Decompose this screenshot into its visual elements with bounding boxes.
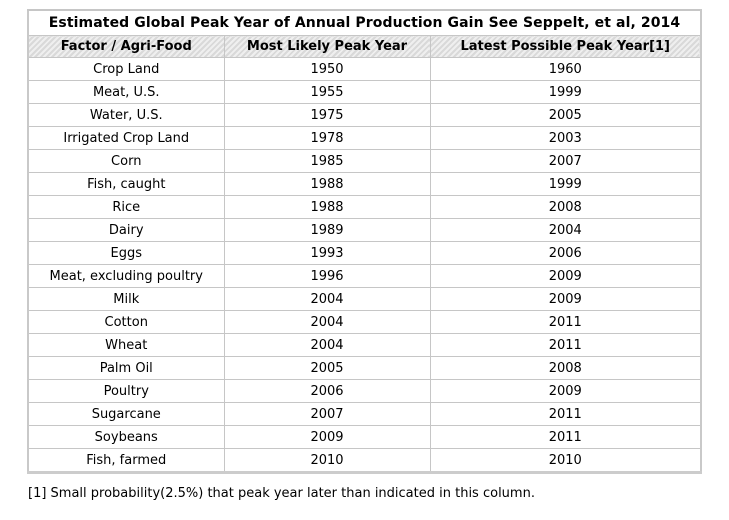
table-row: Meat, excluding poultry 1996 2009: [27, 264, 702, 288]
factor-cell: Meat, U.S.: [27, 80, 225, 104]
most-likely-year-cell: 2004: [223, 310, 431, 334]
table-row: Corn 1985 2007: [27, 149, 702, 173]
table-title: Estimated Global Peak Year of Annual Pro…: [27, 9, 702, 36]
table-body: Crop Land 1950 1960 Meat, U.S. 1955 1999 Water…: [27, 57, 702, 473]
most-likely-year-cell: 1988: [223, 195, 431, 219]
latest-possible-year-cell: 2011: [429, 425, 702, 449]
latest-possible-year-cell: 2011: [429, 402, 702, 426]
factor-cell: Dairy: [27, 218, 225, 242]
latest-possible-year-cell: 2005: [429, 103, 702, 127]
factor-cell: Palm Oil: [27, 356, 225, 380]
most-likely-year-cell: 2007: [223, 402, 431, 426]
most-likely-year-cell: 2009: [223, 425, 431, 449]
column-header-most-likely-peak-year: Most Likely Peak Year: [223, 35, 431, 58]
table-row: Soybeans 2009 2011: [27, 425, 702, 449]
latest-possible-year-cell: 2011: [429, 333, 702, 357]
most-likely-year-cell: 2006: [223, 379, 431, 403]
most-likely-year-cell: 1950: [223, 57, 431, 81]
table-row: Eggs 1993 2006: [27, 241, 702, 265]
page: Estimated Global Peak Year of Annual Pro…: [27, 9, 702, 501]
most-likely-year-cell: 1978: [223, 126, 431, 150]
factor-cell: Wheat: [27, 333, 225, 357]
factor-cell: Poultry: [27, 379, 225, 403]
most-likely-year-cell: 1988: [223, 172, 431, 196]
factor-cell: Soybeans: [27, 425, 225, 449]
factor-cell: Corn: [27, 149, 225, 173]
most-likely-year-cell: 1975: [223, 103, 431, 127]
most-likely-year-cell: 2004: [223, 333, 431, 357]
column-header-latest-possible-peak-year: Latest Possible Peak Year[1]: [429, 35, 702, 58]
latest-possible-year-cell: 2008: [429, 356, 702, 380]
table-row: Sugarcane 2007 2011: [27, 402, 702, 426]
latest-possible-year-cell: 2009: [429, 287, 702, 311]
most-likely-year-cell: 2010: [223, 448, 431, 473]
latest-possible-year-cell: 2008: [429, 195, 702, 219]
factor-cell: Sugarcane: [27, 402, 225, 426]
factor-cell: Crop Land: [27, 57, 225, 81]
footnote: [1] Small probability(2.5%) that peak ye…: [28, 486, 535, 501]
latest-possible-year-cell: 2004: [429, 218, 702, 242]
most-likely-year-cell: 1985: [223, 149, 431, 173]
column-header-factor-agri-food: Factor / Agri-Food: [27, 35, 225, 58]
table-title-row: Estimated Global Peak Year of Annual Pro…: [27, 9, 702, 36]
most-likely-year-cell: 1996: [223, 264, 431, 288]
table-row: Fish, farmed 2010 2010: [27, 448, 702, 473]
most-likely-year-cell: 2004: [223, 287, 431, 311]
latest-possible-year-cell: 2011: [429, 310, 702, 334]
table-row: Dairy 1989 2004: [27, 218, 702, 242]
most-likely-year-cell: 2005: [223, 356, 431, 380]
factor-cell: Water, U.S.: [27, 103, 225, 127]
latest-possible-year-cell: 2003: [429, 126, 702, 150]
table-row: Palm Oil 2005 2008: [27, 356, 702, 380]
factor-cell: Meat, excluding poultry: [27, 264, 225, 288]
factor-cell: Rice: [27, 195, 225, 219]
table-row: Poultry 2006 2009: [27, 379, 702, 403]
table-row: Fish, caught 1988 1999: [27, 172, 702, 196]
factor-cell: Cotton: [27, 310, 225, 334]
latest-possible-year-cell: 2010: [429, 448, 702, 473]
factor-cell: Eggs: [27, 241, 225, 265]
peak-year-table: Estimated Global Peak Year of Annual Pro…: [27, 9, 702, 474]
factor-cell: Irrigated Crop Land: [27, 126, 225, 150]
factor-cell: Fish, caught: [27, 172, 225, 196]
table-row: Milk 2004 2009: [27, 287, 702, 311]
factor-cell: Fish, farmed: [27, 448, 225, 473]
latest-possible-year-cell: 2009: [429, 264, 702, 288]
latest-possible-year-cell: 2009: [429, 379, 702, 403]
table-row: Irrigated Crop Land 1978 2003: [27, 126, 702, 150]
table-row: Rice 1988 2008: [27, 195, 702, 219]
table-row: Cotton 2004 2011: [27, 310, 702, 334]
table-row: Wheat 2004 2011: [27, 333, 702, 357]
latest-possible-year-cell: 2007: [429, 149, 702, 173]
most-likely-year-cell: 1955: [223, 80, 431, 104]
latest-possible-year-cell: 2006: [429, 241, 702, 265]
table-row: Water, U.S. 1975 2005: [27, 103, 702, 127]
table-header-row: Factor / Agri-Food Most Likely Peak Year…: [27, 35, 702, 58]
table-row: Crop Land 1950 1960: [27, 57, 702, 81]
most-likely-year-cell: 1993: [223, 241, 431, 265]
table-row: Meat, U.S. 1955 1999: [27, 80, 702, 104]
latest-possible-year-cell: 1999: [429, 172, 702, 196]
most-likely-year-cell: 1989: [223, 218, 431, 242]
factor-cell: Milk: [27, 287, 225, 311]
latest-possible-year-cell: 1999: [429, 80, 702, 104]
latest-possible-year-cell: 1960: [429, 57, 702, 81]
